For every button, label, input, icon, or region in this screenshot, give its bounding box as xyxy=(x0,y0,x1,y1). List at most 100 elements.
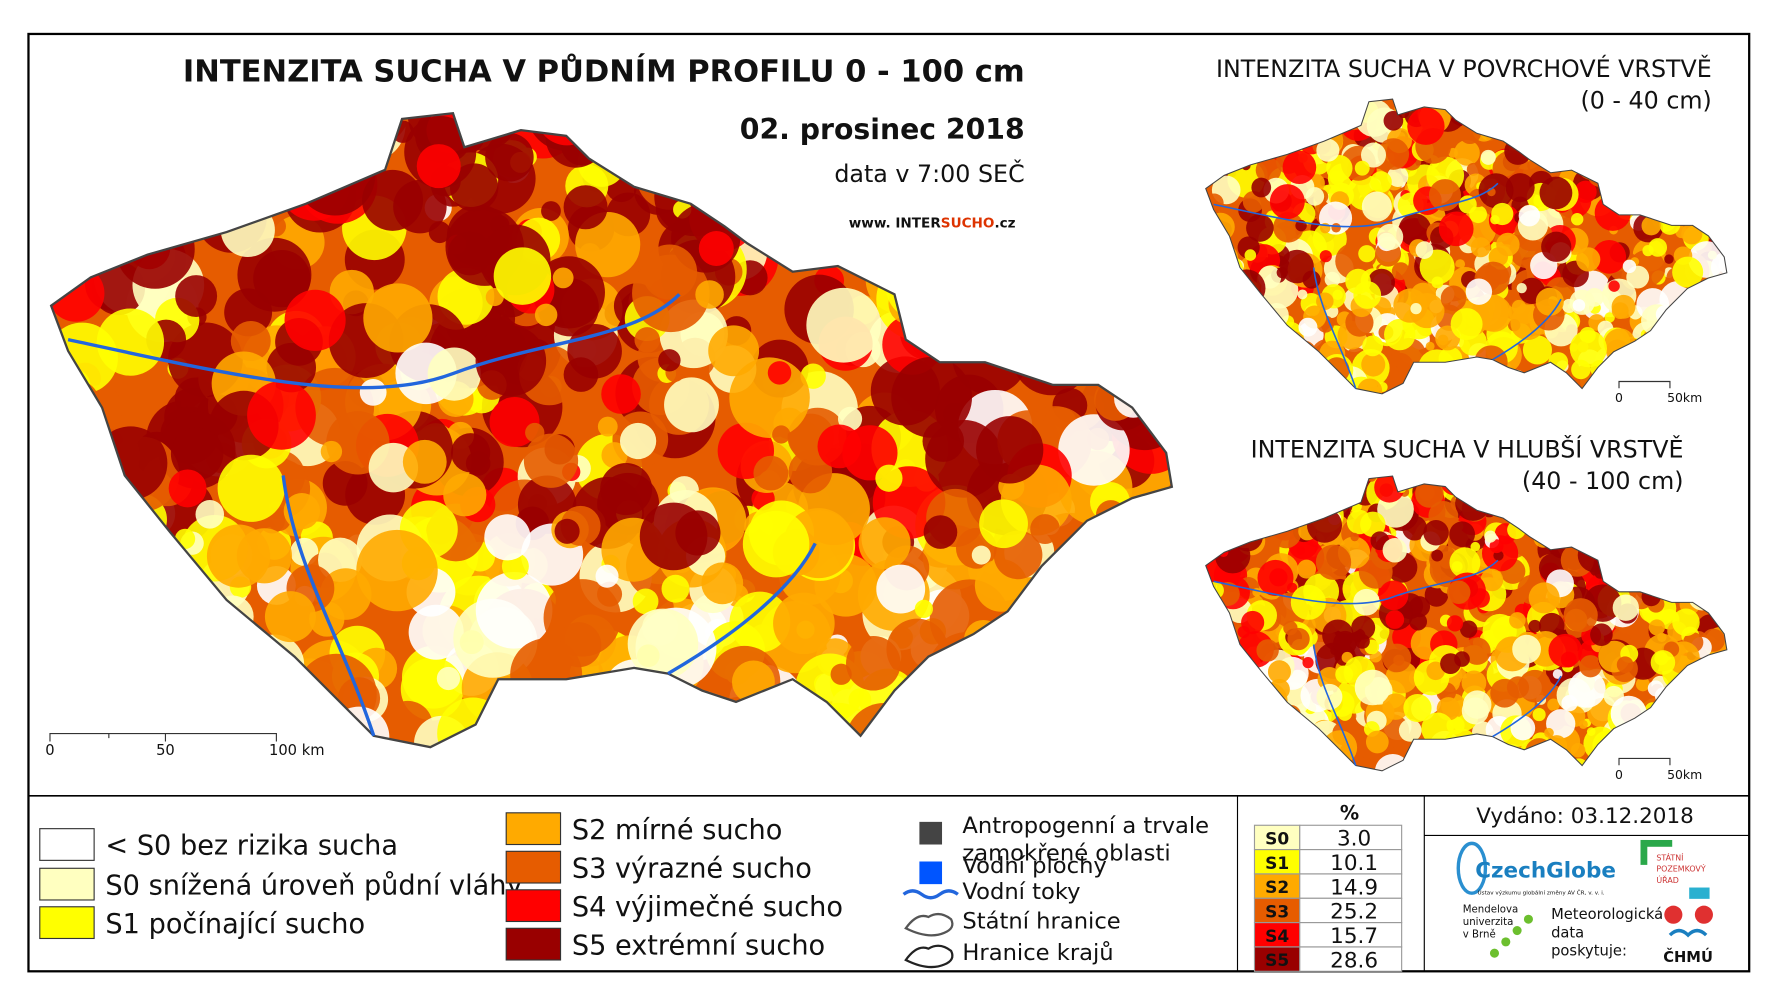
map-area xyxy=(1590,623,1613,647)
map-area xyxy=(1382,538,1408,563)
map-area xyxy=(1246,214,1274,242)
legend-label: S3 výrazné sucho xyxy=(572,853,812,884)
map-area xyxy=(552,267,574,289)
map-area xyxy=(1585,287,1604,307)
map-area xyxy=(1353,281,1382,309)
map-area xyxy=(1463,637,1491,665)
table-value: 15.7 xyxy=(1330,924,1378,949)
logo-text: POZEMKOVÝ xyxy=(1656,863,1705,874)
map-area xyxy=(1518,204,1541,227)
time: data v 7:00 SEČ xyxy=(834,160,1024,188)
map-area xyxy=(408,604,464,660)
map-area xyxy=(639,502,708,571)
legend: < S0 bez rizika sucha S0 snížená úroveň p… xyxy=(39,812,1209,969)
map-area xyxy=(1480,149,1496,165)
map-area xyxy=(217,454,285,522)
inset-title: INTENZITA SUCHA V POVRCHOVÉ VRSTVĚ xyxy=(1216,55,1712,83)
map-area xyxy=(1382,643,1412,673)
map-area xyxy=(1241,610,1265,635)
map-area xyxy=(1570,213,1584,226)
map-area xyxy=(1419,249,1455,285)
map-area xyxy=(1391,262,1410,281)
table-cell xyxy=(1299,824,1403,851)
map-area xyxy=(597,416,618,437)
map-area xyxy=(329,269,374,315)
map-area xyxy=(484,514,531,561)
map-area xyxy=(253,250,311,308)
map-area xyxy=(1415,479,1444,508)
map-area xyxy=(1616,656,1634,674)
map-area xyxy=(230,321,271,362)
legend-label: S1 počínající sucho xyxy=(105,909,365,940)
map-area xyxy=(443,473,487,517)
map-area xyxy=(634,327,661,353)
legend-swatch xyxy=(919,861,943,885)
map-area xyxy=(1611,294,1636,319)
scale-label: 50 xyxy=(156,742,175,759)
map-area xyxy=(168,469,207,508)
map-area xyxy=(1569,330,1608,368)
map-area xyxy=(1496,232,1520,257)
map-area xyxy=(1316,138,1340,162)
map-area xyxy=(1528,619,1542,633)
map-area xyxy=(1528,582,1560,614)
scale-label: 0 xyxy=(45,742,54,759)
legend-swatch xyxy=(505,850,562,884)
logo-text: Ústav výzkumu globální změny AV ČR, v. v… xyxy=(1477,889,1604,896)
website: www. INTERSUCHO.cz xyxy=(849,216,1016,232)
web-part: SUCHO xyxy=(941,216,995,232)
logo-mark xyxy=(1689,887,1710,899)
map-area xyxy=(563,185,608,230)
scale-bar xyxy=(49,733,277,742)
logo-text: Mendelova xyxy=(1463,904,1518,915)
web-part: www. INTER xyxy=(849,216,942,232)
map-area xyxy=(772,425,791,444)
map-area xyxy=(1522,335,1553,365)
legend-label: < S0 bez rizika sucha xyxy=(105,831,398,862)
map-area xyxy=(1535,287,1564,316)
map-area xyxy=(619,422,657,460)
percent-table: % S0 3.0 S1 10.1 S2 14.9 S3 25.2 S4 15.7 S5 28.6 xyxy=(1253,802,1403,973)
logo-text: ÚŘAD xyxy=(1656,874,1678,885)
river xyxy=(1213,559,1562,766)
map-area xyxy=(1511,299,1527,315)
map-area xyxy=(1398,213,1432,247)
map-area xyxy=(1362,335,1384,357)
map-area xyxy=(1282,150,1317,185)
map-area xyxy=(1470,237,1491,258)
map-area xyxy=(806,287,882,363)
map-area xyxy=(1446,615,1464,632)
map-area xyxy=(753,455,789,491)
map-area xyxy=(485,133,534,182)
map-area xyxy=(284,289,346,351)
map-area xyxy=(1351,615,1376,640)
map-area xyxy=(493,247,552,305)
map-area xyxy=(1446,580,1471,605)
map-area xyxy=(1324,271,1341,288)
logo-mark xyxy=(1489,914,1533,958)
map-area xyxy=(1398,719,1422,742)
map-area xyxy=(1302,656,1314,669)
map-area xyxy=(236,528,292,584)
legend-swatch xyxy=(39,867,95,901)
map-area xyxy=(1296,546,1306,555)
map-area xyxy=(971,545,991,565)
map-area xyxy=(876,564,926,614)
map-area xyxy=(1491,202,1514,226)
map-area xyxy=(1578,719,1588,729)
map-area xyxy=(1377,223,1404,251)
map-area xyxy=(601,374,641,414)
map-area xyxy=(1426,661,1445,681)
map-area xyxy=(1331,223,1341,233)
logo-text: CzechGlobe xyxy=(1475,858,1616,883)
logo-text: data xyxy=(1551,924,1584,941)
map-area xyxy=(1490,678,1519,708)
map-area xyxy=(475,571,553,649)
scale-label: 0 xyxy=(1615,767,1623,782)
river xyxy=(1213,182,1562,389)
legend-label: S4 výjimečné sucho xyxy=(572,892,843,923)
map-area xyxy=(1672,608,1700,637)
map-area xyxy=(1316,683,1343,710)
map-area xyxy=(1423,520,1449,546)
